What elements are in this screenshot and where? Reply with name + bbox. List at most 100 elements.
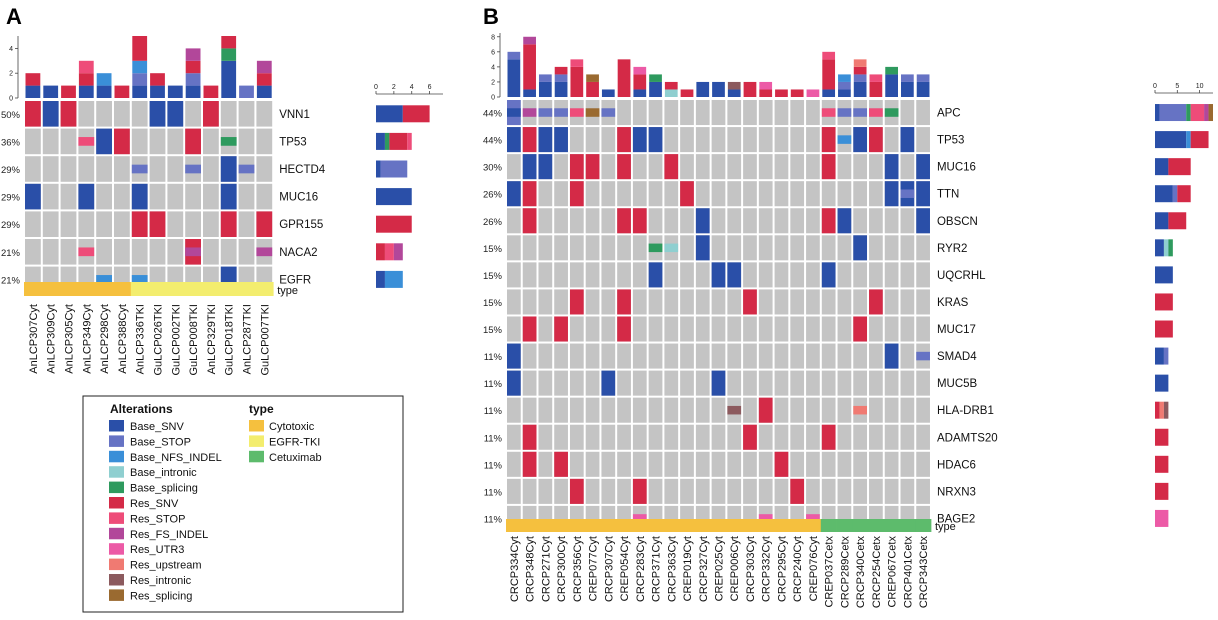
cell-bg-NRXN3-CRCP295Cyt [774,478,789,504]
cell-bg-HLA-DRB1-CRCP307Cyt [601,397,616,423]
type-track-cell [113,282,132,296]
cell-bg-MUC16-CRCP295Cyt [774,154,789,180]
cell-bg-TP53-CRCP327Cyt [695,127,710,153]
cell-TTN-CRCP356Cyt [569,181,584,207]
cell-bg-NRXN3-CREP067Cetx [884,478,899,504]
top-bar-segment-CRCP254Cetx [869,81,883,97]
cell-bg-MUC17-CREP019Cyt [680,316,694,342]
gene-label: GPR155 [279,219,323,231]
side-axis-tick-label: 0 [1153,83,1157,90]
cell-bg-OBSCN-CRCP332Cyt [758,208,773,234]
cell-MUC16-CRCP348Cyt [522,154,537,180]
cell-bg-VNN1-AnLCP298Cyt [96,101,112,127]
cell-bg-KRAS-CRCP283Cyt [632,289,647,315]
cell-bg-MUC17-CRCP343Cetx [916,316,930,342]
gene-label: MUC16 [937,162,976,174]
cell-MUC16-CREP067Cetx [884,154,899,180]
cell-bg-OBSCN-CREP025Cyt [711,208,726,234]
cell-TP53-CRCP254Cetx [869,127,883,153]
cell-bg-ADAMTS20-CREP076Cyt [806,424,820,450]
cell-bg-TTN-CREP077Cyt [585,181,600,207]
legend-label-Base_SNV: Base_SNV [130,421,184,433]
type-track-cell [584,519,601,532]
cell-bg-HLA-DRB1-CRCP371Cyt [648,397,663,423]
cell-bg-MUC5B-CRCP343Cetx [916,370,930,396]
type-track-cell [852,519,869,532]
cell-bg-APC-CRCP371Cyt [648,100,663,126]
type-track-cell [789,519,806,532]
cell-bg-MUC16-CRCP371Cyt [648,154,663,180]
side-bar-segment-RYR2 [1168,239,1173,257]
percent-label: 26% [483,190,503,201]
cell-bg-KRAS-CRCP348Cyt [522,289,537,315]
type-track-cell [521,519,538,532]
cell-bg-TP53-CRCP356Cyt [569,127,584,153]
cell-bg-TTN-CRCP289Cetx [837,181,852,207]
top-bar-segment-AnLCP349Cyt [78,73,94,86]
cell-KRAS-CRCP303Cyt [743,289,757,315]
cell-bg-HLA-DRB1-CRCP240Cyt [790,397,805,423]
cell-OBSCN-CRCP343Cetx [916,208,930,234]
cell-bg-HDAC6-CREP037Cetx [821,451,836,477]
type-track-cell [915,519,932,532]
cell-bg-HLA-DRB1-CRCP334Cyt [507,397,521,423]
side-axis-tick-label: 6 [428,84,432,91]
cell-bg-UQCRHL-CRCP295Cyt [774,262,789,288]
cell-bg-KRAS-CRCP327Cyt [695,289,710,315]
cell-bg-KRAS-CRCP334Cyt [507,289,521,315]
cell-bg-APC-CRCP363Cyt [664,100,679,126]
percent-label: 11% [484,487,503,498]
cell-APC-CREP077Cyt [585,108,600,117]
side-bar-segment-NACA2 [376,243,385,261]
cell-bg-VNN1-AnLCP287TKI [238,101,255,127]
side-bar-segment-TP53 [1186,131,1191,149]
cell-bg-MUC5B-CRCP240Cyt [790,370,805,396]
cell-bg-HDAC6-CREP025Cyt [711,451,726,477]
legend-alterations-title: Alterations [110,402,173,416]
top-bar-segment-CRCP300Cyt [554,74,568,82]
percent-label: 44% [483,109,503,120]
sample-label: CREP037Cetx [824,536,836,608]
percent-label: 15% [483,244,503,255]
cell-bg-APC-CRCP240Cyt [790,100,805,126]
cell-bg-HDAC6-CRCP271Cyt [538,451,553,477]
top-bar-segment-GuLCP007TKI [256,73,272,86]
cell-TTN-CREP019Cyt [680,181,694,207]
cell-bg-MUC5B-CRCP300Cyt [554,370,568,396]
cell-bg-HLA-DRB1-CREP077Cyt [585,397,600,423]
side-bar-segment-TP53 [384,132,390,150]
top-bar-segment-GuLCP008TKI [185,48,201,61]
cell-bg-APC-CREP006Cyt [727,100,742,126]
sample-label: AnLCP336TKI [135,304,147,374]
cell-bg-APC-CRCP283Cyt [632,100,647,126]
cell-bg-MUC16-CRCP303Cyt [743,154,757,180]
cell-BAGE2-CRCP283Cyt [632,514,647,523]
cell-bg-MUC17-CRCP334Cyt [507,316,521,342]
cell-MUC16-CREP037Cetx [821,154,836,180]
cell-GPR155-GuLCP026TKI [149,211,166,237]
top-bar-segment-CRCP295Cyt [775,89,788,97]
cell-bg-KRAS-CRCP343Cetx [916,289,930,315]
side-bar-segment-TTN [1155,185,1173,203]
cell-bg-TP53-AnLCP309Cyt [42,128,59,155]
sample-label: CREP067Cetx [887,536,899,608]
cell-MUC16-AnLCP336TKI [131,183,148,210]
side-bar-segment-EGFR [384,270,403,288]
cell-TTN-CRCP334Cyt [507,181,521,207]
gene-label: BAGE2 [937,513,975,525]
cell-TTN-CRCP348Cyt [522,181,537,207]
cell-MUC16-AnLCP307Cyt [25,183,41,210]
cell-UQCRHL-CREP006Cyt [727,262,742,288]
cell-bg-SMAD4-CRCP332Cyt [758,343,773,369]
top-bar-segment-GuLCP007TKI [256,60,272,74]
sample-label: AnLCP287TKI [242,304,254,374]
cell-bg-MUC5B-CREP037Cetx [821,370,836,396]
type-track-cell [166,282,185,296]
cell-bg-HLA-DRB1-CRCP348Cyt [522,397,537,423]
panel-label-b: B [483,4,499,29]
cell-bg-NRXN3-CRCP363Cyt [664,478,679,504]
cell-bg-APC-CRCP332Cyt [758,100,773,126]
sample-label: GuLCP018TKI [224,304,236,376]
top-bar-segment-AnLCP349Cyt [78,60,94,74]
cell-TP53-CRCP289Cetx [837,135,852,144]
